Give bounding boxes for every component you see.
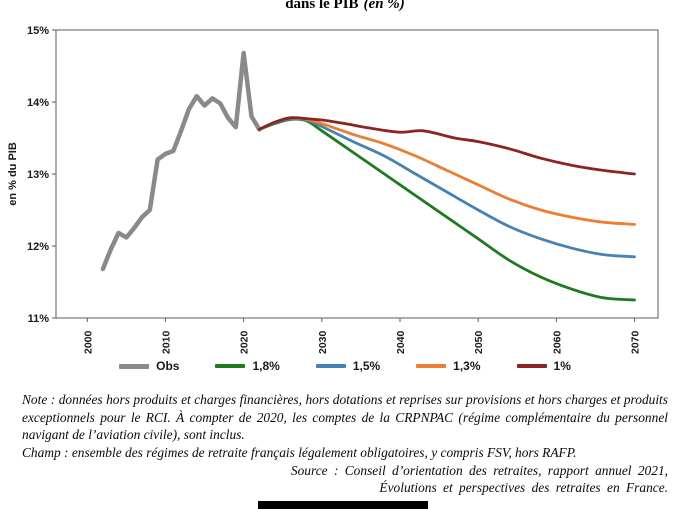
legend-item-15: 1,5%	[315, 359, 381, 373]
x-tick-label: 2070	[630, 330, 642, 354]
x-tick-label: 2060	[551, 330, 563, 354]
plot-border	[55, 29, 659, 319]
series-line-obs	[100, 50, 262, 272]
figure-title: dans le PIB (en %)	[0, 0, 690, 12]
x-tick-label: 2000	[82, 330, 94, 354]
x-tick-label: 2050	[473, 330, 485, 354]
legend-label: 1,3%	[453, 359, 481, 373]
legend-label: 1%	[553, 359, 571, 373]
figure-notes: Note : données hors produits et charges …	[22, 391, 668, 497]
legend-item-obs: Obs	[119, 359, 179, 373]
y-axis-title: en % du PIB	[7, 142, 19, 206]
y-tick-label: 12%	[27, 241, 49, 253]
legend-swatch	[119, 363, 150, 369]
legend-swatch	[516, 364, 547, 368]
figure-title-main: dans le PIB	[285, 0, 359, 12]
legend-label: 1,5%	[352, 359, 381, 373]
legend-item-1: 1%	[516, 359, 571, 373]
champ-text: Champ : ensemble des régimes de retraite…	[22, 445, 577, 461]
legend-swatch	[215, 364, 246, 368]
legend-item-13: 1,3%	[416, 359, 481, 373]
series-line-1	[257, 116, 636, 176]
cropped-page-element	[258, 501, 428, 509]
note-text: Note : données hors produits et charges …	[22, 392, 668, 443]
legend-swatch	[416, 364, 447, 368]
y-tick-label: 13%	[27, 169, 49, 181]
x-tick-label: 2010	[160, 330, 172, 354]
x-tick-label: 2040	[395, 330, 407, 354]
chart-legend: Obs 1,8% 1,5% 1,3% 1%	[0, 359, 690, 373]
legend-item-18: 1,8%	[215, 359, 280, 373]
source-line-1: Source : Conseil d’orientation des retra…	[290, 462, 668, 478]
pension-share-of-gdp-chart: 11% 12% 13% 14% 15% 2000 2010 2020 2030 2040 2050 2…	[7, 25, 659, 354]
legend-label: 1,8%	[252, 359, 280, 373]
source-line-2: Évolutions et perspectives des retraites…	[379, 480, 668, 496]
x-tick-label: 2030	[317, 330, 329, 354]
y-tick-label: 15%	[27, 25, 49, 37]
x-tick-label: 2020	[239, 330, 251, 354]
y-tick-label: 14%	[27, 97, 49, 109]
legend-swatch	[315, 364, 346, 368]
y-tick-label: 11%	[28, 313, 50, 325]
legend-label: Obs	[156, 359, 180, 373]
figure-title-unit: (en %)	[363, 0, 405, 12]
